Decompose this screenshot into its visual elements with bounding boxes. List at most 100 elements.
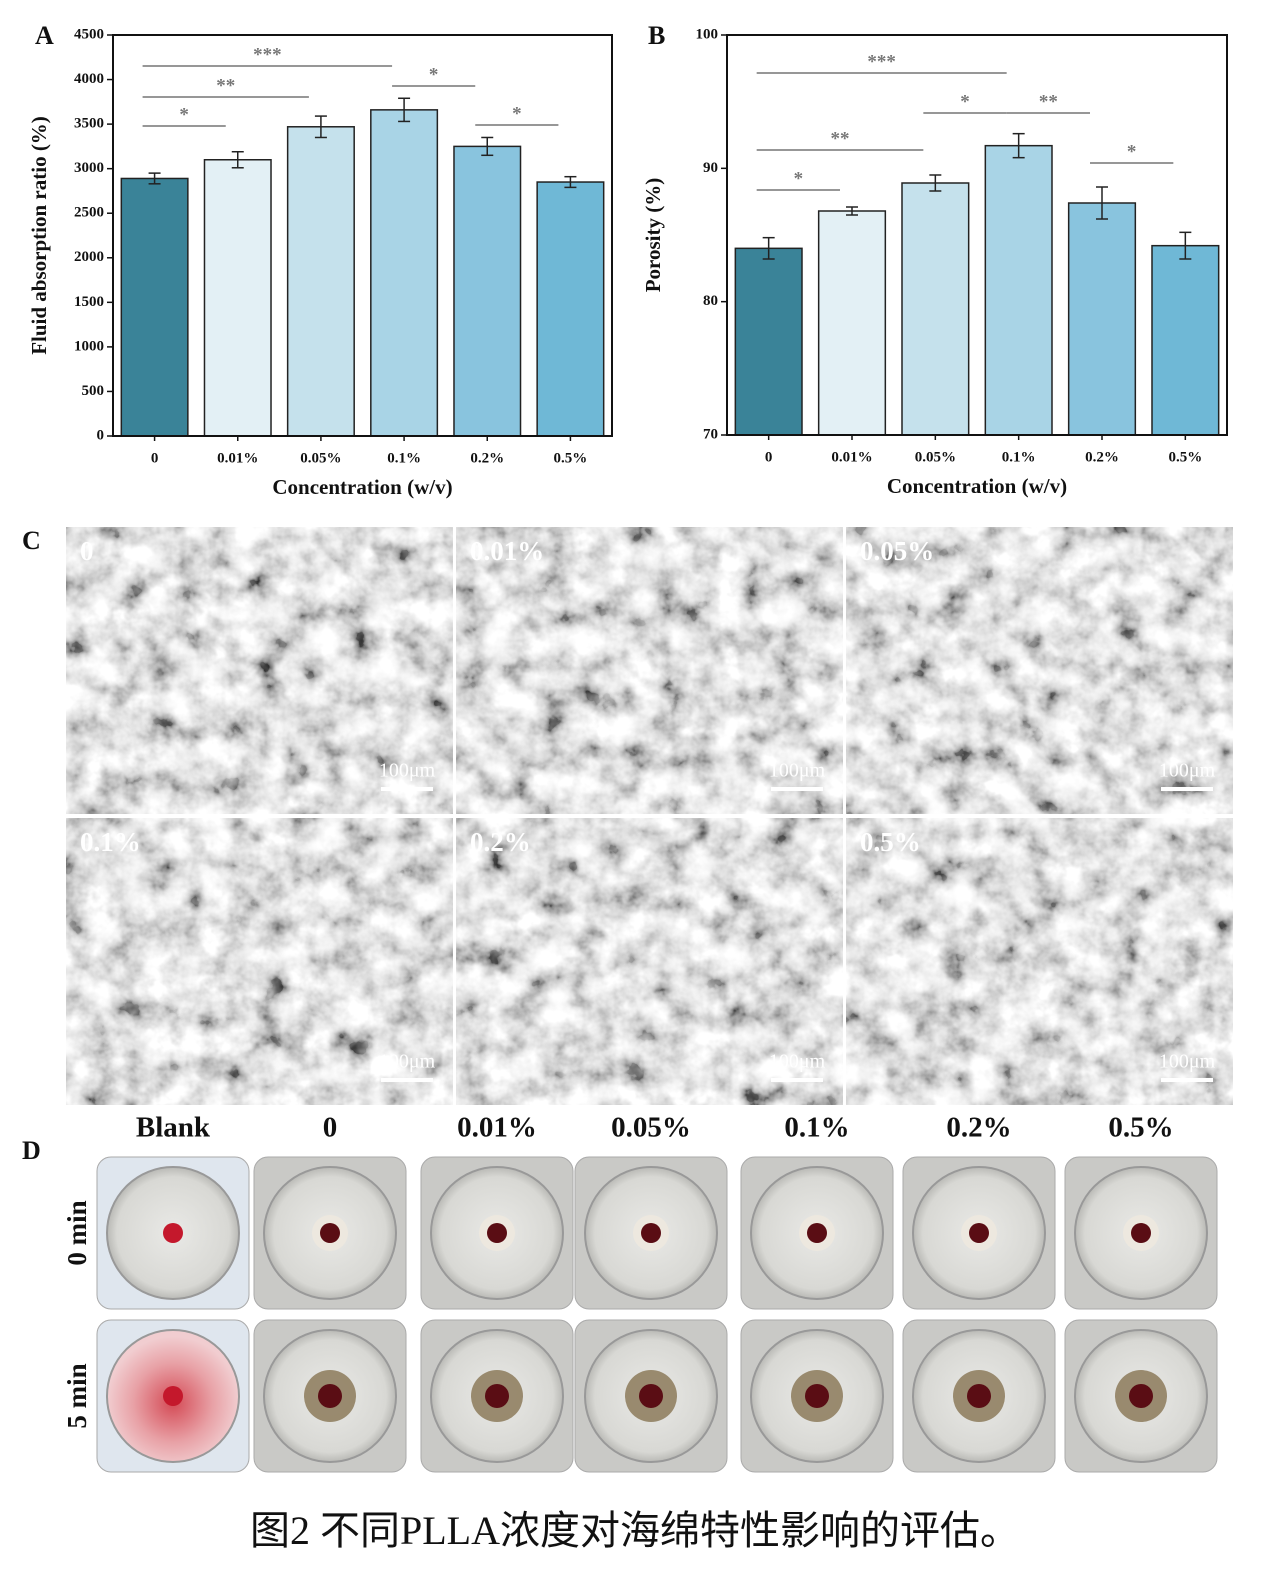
x-tick-label: 0.2% <box>1085 449 1119 465</box>
blood-drop <box>805 1384 829 1408</box>
scale-bar-label: 100μm <box>1159 1051 1216 1073</box>
blood-drop <box>320 1223 340 1243</box>
y-tick-label: 500 <box>82 383 105 399</box>
bar <box>1151 244 1220 436</box>
blood-drop <box>163 1223 183 1243</box>
column-header: Blank <box>136 1112 211 1144</box>
significance-label: * <box>179 104 189 125</box>
sem-label: 0.1% <box>80 827 141 857</box>
y-axis-title: Porosity (%) <box>641 178 665 293</box>
y-tick-label: 80 <box>703 293 718 309</box>
bar <box>536 181 605 437</box>
panel-letter: A <box>35 21 54 50</box>
sem-label: 0.01% <box>470 536 544 566</box>
scale-bar-label: 100μm <box>1159 760 1216 782</box>
panel-letter: B <box>648 21 665 50</box>
sem-image <box>456 527 843 814</box>
plot-frame <box>112 34 613 437</box>
y-tick-label: 90 <box>703 160 718 176</box>
significance-label: * <box>1127 141 1137 162</box>
column-header: 0.1% <box>784 1112 849 1144</box>
panel-letter: D <box>22 1136 41 1165</box>
significance-label: *** <box>253 44 282 65</box>
bar <box>203 159 272 437</box>
x-tick-label: 0 <box>765 449 773 465</box>
y-tick-label: 70 <box>703 426 718 442</box>
bar <box>734 247 803 436</box>
sem-image <box>846 527 1233 814</box>
plot-frame <box>726 34 1228 436</box>
y-tick-label: 4500 <box>74 26 104 42</box>
sem-image <box>66 818 453 1105</box>
x-tick-label: 0.1% <box>1002 449 1036 465</box>
sem-image <box>456 818 843 1105</box>
y-axis-title: Fluid absorption ratio (%) <box>27 116 51 355</box>
x-axis-title: Concentration (w/v) <box>272 475 452 499</box>
blood-drop <box>487 1223 507 1243</box>
sem-label: 0.5% <box>860 827 921 857</box>
blood-drop <box>1129 1384 1153 1408</box>
significance-label: * <box>429 64 439 85</box>
figure-caption: 图2 不同PLLA浓度对海绵特性影响的评估。 <box>250 1508 1020 1553</box>
sem-label: 0.2% <box>470 827 531 857</box>
bar <box>120 177 189 437</box>
y-tick-label: 2000 <box>74 249 104 265</box>
significance-label: ** <box>1039 91 1058 112</box>
bar <box>817 210 887 436</box>
y-tick-label: 2500 <box>74 205 104 221</box>
sem-label: 0.05% <box>860 536 934 566</box>
row-header: 5 min <box>62 1363 92 1428</box>
y-tick-label: 0 <box>97 427 105 443</box>
x-tick-label: 0.05% <box>915 449 956 465</box>
significance-label: *** <box>867 51 896 72</box>
x-tick-label: 0.2% <box>470 450 504 466</box>
blood-drop <box>318 1384 342 1408</box>
column-header: 0.2% <box>946 1112 1011 1144</box>
bar <box>984 144 1053 436</box>
y-tick-label: 3000 <box>74 160 104 176</box>
blood-drop <box>641 1223 661 1243</box>
bar <box>1067 202 1137 436</box>
x-tick-label: 0.01% <box>217 450 258 466</box>
column-header: 0.5% <box>1108 1112 1173 1144</box>
x-tick-label: 0 <box>151 450 159 466</box>
bar <box>370 109 439 437</box>
blood-drop <box>485 1384 509 1408</box>
panel-letter: C <box>22 526 41 555</box>
scale-bar-label: 100μm <box>769 1051 826 1073</box>
column-header: 0.01% <box>457 1112 537 1144</box>
bar <box>901 182 970 436</box>
significance-label: * <box>794 168 804 189</box>
sem-image <box>66 527 453 814</box>
scale-bar-label: 100μm <box>379 1051 436 1073</box>
significance-label: ** <box>831 128 850 149</box>
blood-drop <box>639 1384 663 1408</box>
column-header: 0.05% <box>611 1112 691 1144</box>
y-tick-label: 4000 <box>74 71 104 87</box>
sem-label: 0 <box>80 536 94 566</box>
y-tick-label: 1500 <box>74 294 104 310</box>
blood-drop <box>1131 1223 1151 1243</box>
significance-label: * <box>512 103 522 124</box>
column-header: 0 <box>323 1112 338 1144</box>
significance-label: * <box>960 91 970 112</box>
y-tick-label: 1000 <box>74 338 104 354</box>
blood-drop <box>967 1384 991 1408</box>
y-tick-label: 3500 <box>74 116 104 132</box>
x-tick-label: 0.5% <box>1168 449 1202 465</box>
row-header: 0 min <box>62 1200 92 1265</box>
x-tick-label: 0.01% <box>831 449 872 465</box>
bar <box>286 126 355 437</box>
y-tick-label: 100 <box>696 26 719 42</box>
sem-image <box>846 818 1233 1105</box>
scale-bar-label: 100μm <box>379 760 436 782</box>
blood-drop <box>163 1386 183 1406</box>
scale-bar-label: 100μm <box>769 760 826 782</box>
x-axis-title: Concentration (w/v) <box>887 474 1067 498</box>
x-tick-label: 0.5% <box>554 450 588 466</box>
blood-drop <box>969 1223 989 1243</box>
bar <box>453 145 522 437</box>
significance-label: ** <box>216 75 235 96</box>
x-tick-label: 0.1% <box>387 450 421 466</box>
